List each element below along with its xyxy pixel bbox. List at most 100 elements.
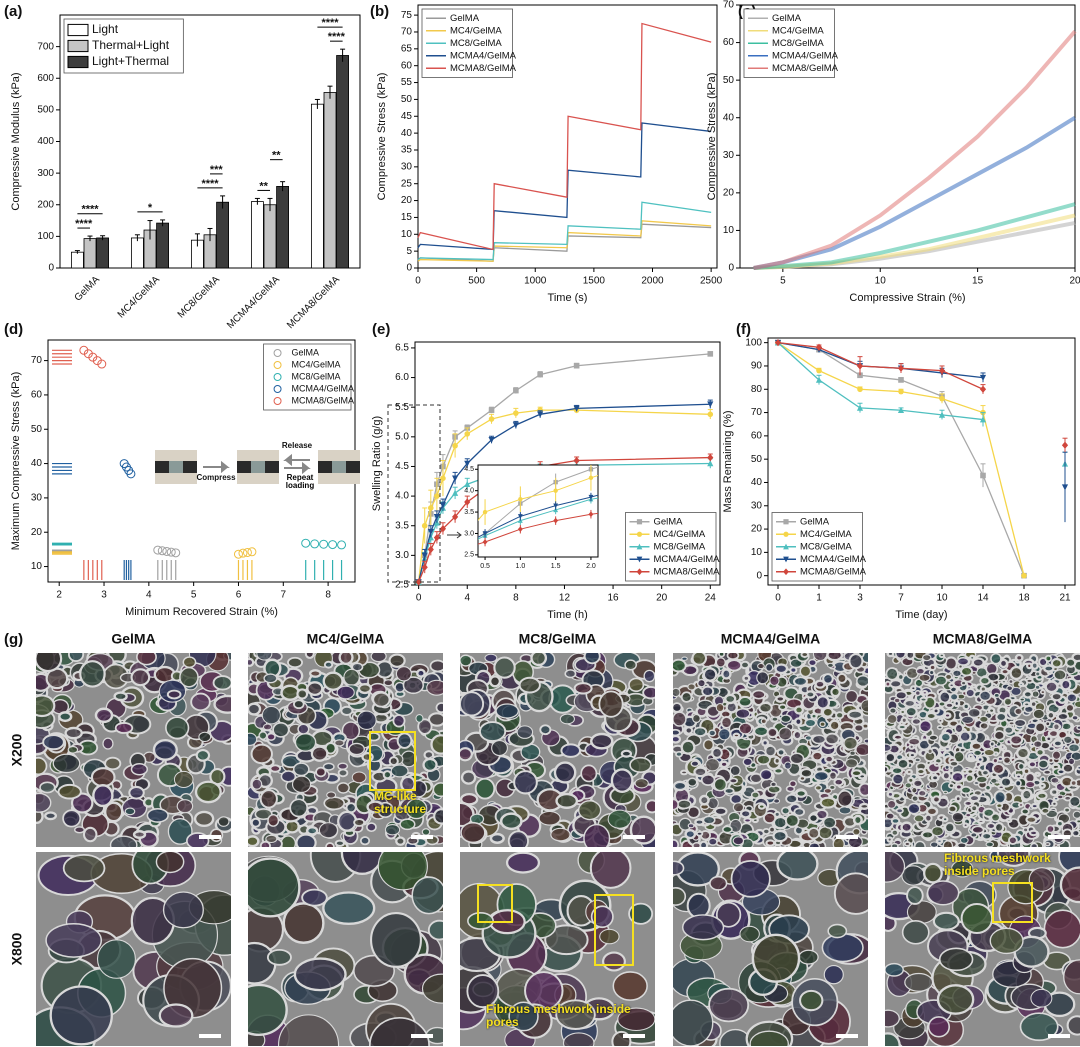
inset-plot [478,465,598,547]
pore [692,713,701,724]
pore [1013,718,1027,728]
y-tick-label: 6.0 [395,372,409,383]
x-tick-label: 5 [191,590,197,601]
pore [804,735,813,741]
pore [978,690,992,702]
pore [1075,818,1080,825]
y-axis-label: Swelling Ratio (g/g) [371,416,383,511]
pore [193,810,215,828]
pore [849,750,856,757]
legend-label: MCMA4/GelMA [292,383,355,393]
pore [799,767,814,779]
pore [936,984,975,1015]
highlight-box [992,882,1033,923]
pore [1055,819,1064,828]
legend-label: Thermal+Light [92,38,170,52]
pore [680,691,693,703]
pore [1034,684,1041,690]
pore [673,702,683,713]
pore [499,812,523,831]
pore [357,682,373,695]
inset-y-tick-label: 2.5 [464,552,474,559]
pore [1056,712,1070,721]
pore [248,657,255,667]
pore [979,676,991,686]
pore [969,831,978,839]
point [588,494,594,500]
pore [888,707,897,715]
pore [460,691,485,717]
pore [828,719,841,732]
pore [813,770,830,782]
point [452,475,459,482]
y-tick-label: 40 [751,477,763,488]
x-tick-label: 24 [705,593,717,604]
y-tick-label: 25 [401,178,413,189]
y-tick-label: 0 [756,570,762,581]
pore [254,808,273,821]
x-tick-label: 3 [101,590,107,601]
pore [130,763,149,776]
pore [1008,720,1016,726]
pore [382,770,393,780]
y-tick-label: 20 [751,524,763,535]
pore [931,826,944,837]
y-tick-label: 500 [37,105,54,116]
pore [295,833,317,847]
pore [179,666,199,688]
pore [1071,829,1080,838]
pore [1071,714,1079,721]
pore [45,922,103,958]
pore [729,793,743,805]
bar [336,55,350,269]
pore [938,701,946,707]
pore [696,678,707,688]
x-tick-label: 14 [977,593,989,604]
y-tick-label: 2.5 [395,580,409,591]
x-tick-label: GelMA [73,274,103,304]
pore [793,807,806,817]
pore [248,857,301,918]
pore [684,828,697,840]
pore [673,780,688,792]
pore [612,971,648,1001]
x-tick-label: 2000 [641,276,664,287]
point [421,522,428,529]
pore [823,787,833,794]
legend-swatch [67,39,89,53]
legend-label: MCMA8/GelMA [800,566,867,577]
point [233,549,243,559]
y-tick-label: 20 [31,527,43,538]
x-tick-label: 0 [416,593,422,604]
pore [993,821,1005,833]
point [452,489,459,496]
y-tick-label: 55 [401,77,413,88]
point [433,514,440,521]
pore [598,690,624,718]
pore [850,769,863,778]
pore [673,860,685,876]
pore [952,669,962,678]
pore [550,827,571,842]
pore [602,951,626,972]
pore [1010,686,1022,696]
pore [686,892,711,919]
point [979,416,987,423]
pore [824,732,840,746]
pore [941,770,951,781]
point [488,436,495,444]
pore [155,852,185,874]
pore [944,821,956,833]
pore [768,826,776,834]
pore [726,659,743,672]
pore [282,902,325,944]
pore [292,762,310,777]
pore [158,1003,194,1028]
pore [460,821,486,844]
y-axis-label: Compressive Stress (kPa) [376,73,388,201]
pore [713,806,728,816]
y-tick-label: 700 [37,41,54,52]
pore [959,747,967,754]
point [588,475,594,481]
pore [323,796,346,811]
